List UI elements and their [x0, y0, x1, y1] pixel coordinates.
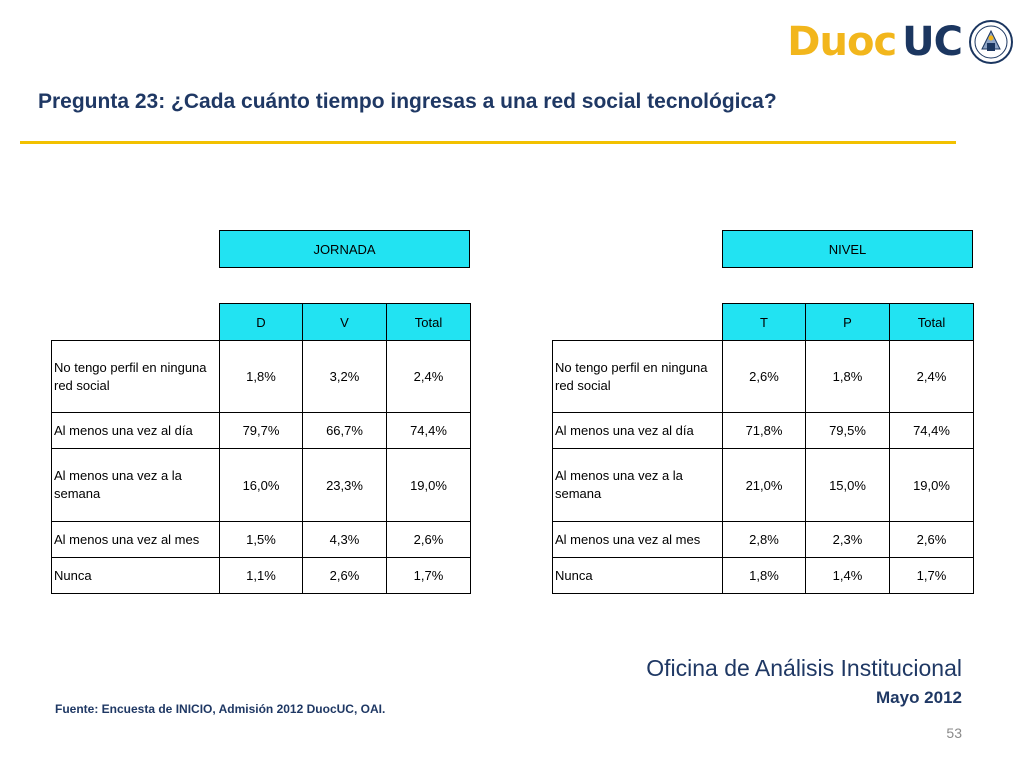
- cell-value: 4,3%: [302, 521, 387, 558]
- row-label: Al menos una vez a la semana: [51, 448, 220, 522]
- column-header-total: Total: [386, 303, 471, 341]
- cell-value: 19,0%: [889, 448, 974, 522]
- row-label: No tengo perfil en ninguna red social: [51, 340, 220, 413]
- cell-value: 74,4%: [889, 412, 974, 449]
- cell-value: 79,7%: [219, 412, 303, 449]
- cell-value: 79,5%: [805, 412, 890, 449]
- table-row: Al menos una vez al mes 1,5% 4,3% 2,6%: [51, 521, 471, 558]
- nivel-table: T P Total No tengo perfil en ninguna red…: [552, 303, 974, 594]
- cell-value: 2,3%: [805, 521, 890, 558]
- cell-value: 16,0%: [219, 448, 303, 522]
- cell-value: 21,0%: [722, 448, 806, 522]
- cell-value: 71,8%: [722, 412, 806, 449]
- cell-value: 1,7%: [386, 557, 471, 594]
- slide-title: Pregunta 23: ¿Cada cuánto tiempo ingresa…: [38, 90, 777, 113]
- row-label: Nunca: [552, 557, 723, 594]
- table-row: Al menos una vez al día 71,8% 79,5% 74,4…: [552, 412, 974, 449]
- office-name: Oficina de Análisis Institucional: [646, 655, 962, 681]
- table-row: No tengo perfil en ninguna red social 2,…: [552, 340, 974, 413]
- table-row: Al menos una vez a la semana 16,0% 23,3%…: [51, 448, 471, 522]
- column-header-d: D: [219, 303, 303, 341]
- cell-value: 2,4%: [889, 340, 974, 413]
- cell-value: 2,4%: [386, 340, 471, 413]
- jornada-table: D V Total No tengo perfil en ninguna red…: [51, 303, 471, 594]
- row-label: No tengo perfil en ninguna red social: [552, 340, 723, 413]
- column-header-v: V: [302, 303, 387, 341]
- cell-value: 2,6%: [722, 340, 806, 413]
- report-date: Mayo 2012: [876, 688, 962, 707]
- cell-value: 1,4%: [805, 557, 890, 594]
- cell-value: 1,8%: [722, 557, 806, 594]
- column-header-total: Total: [889, 303, 974, 341]
- cell-value: 1,8%: [805, 340, 890, 413]
- page-number: 53: [946, 725, 962, 741]
- row-label: Al menos una vez al mes: [552, 521, 723, 558]
- column-header-t: T: [722, 303, 806, 341]
- cell-value: 66,7%: [302, 412, 387, 449]
- row-label: Al menos una vez al día: [51, 412, 220, 449]
- table-row: Al menos una vez al mes 2,8% 2,3% 2,6%: [552, 521, 974, 558]
- cell-value: 1,5%: [219, 521, 303, 558]
- uc-seal-icon: [969, 20, 1013, 64]
- cell-value: 2,6%: [386, 521, 471, 558]
- table-row: Nunca 1,8% 1,4% 1,7%: [552, 557, 974, 594]
- blank-corner: [553, 304, 723, 341]
- table-row: Al menos una vez al día 79,7% 66,7% 74,4…: [51, 412, 471, 449]
- cell-value: 1,8%: [219, 340, 303, 413]
- cell-value: 23,3%: [302, 448, 387, 522]
- cell-value: 2,6%: [889, 521, 974, 558]
- cell-value: 15,0%: [805, 448, 890, 522]
- table-row: Al menos una vez a la semana 21,0% 15,0%…: [552, 448, 974, 522]
- title-divider: [20, 141, 956, 144]
- nivel-column-header-row: T P Total: [553, 303, 974, 341]
- cell-value: 74,4%: [386, 412, 471, 449]
- cell-value: 1,1%: [219, 557, 303, 594]
- row-label: Nunca: [51, 557, 220, 594]
- table-row: Nunca 1,1% 2,6% 1,7%: [51, 557, 471, 594]
- cell-value: 1,7%: [889, 557, 974, 594]
- jornada-header-cell: JORNADA: [219, 230, 470, 268]
- jornada-group-header: JORNADA: [219, 230, 470, 268]
- row-label: Al menos una vez a la semana: [552, 448, 723, 522]
- cell-value: 19,0%: [386, 448, 471, 522]
- duocuc-logo: Duoc UC: [787, 14, 1014, 70]
- source-note: Fuente: Encuesta de INICIO, Admisión 201…: [55, 702, 386, 716]
- cell-value: 2,8%: [722, 521, 806, 558]
- nivel-group-header: NIVEL: [722, 230, 973, 268]
- logo-text-uc: UC: [902, 19, 963, 65]
- row-label: Al menos una vez al día: [552, 412, 723, 449]
- cell-value: 2,6%: [302, 557, 387, 594]
- jornada-column-header-row: D V Total: [52, 303, 471, 341]
- blank-corner: [52, 304, 220, 341]
- column-header-p: P: [805, 303, 890, 341]
- logo-text-duoc: Duoc: [787, 19, 897, 65]
- nivel-header-cell: NIVEL: [722, 230, 973, 268]
- table-row: No tengo perfil en ninguna red social 1,…: [51, 340, 471, 413]
- row-label: Al menos una vez al mes: [51, 521, 220, 558]
- cell-value: 3,2%: [302, 340, 387, 413]
